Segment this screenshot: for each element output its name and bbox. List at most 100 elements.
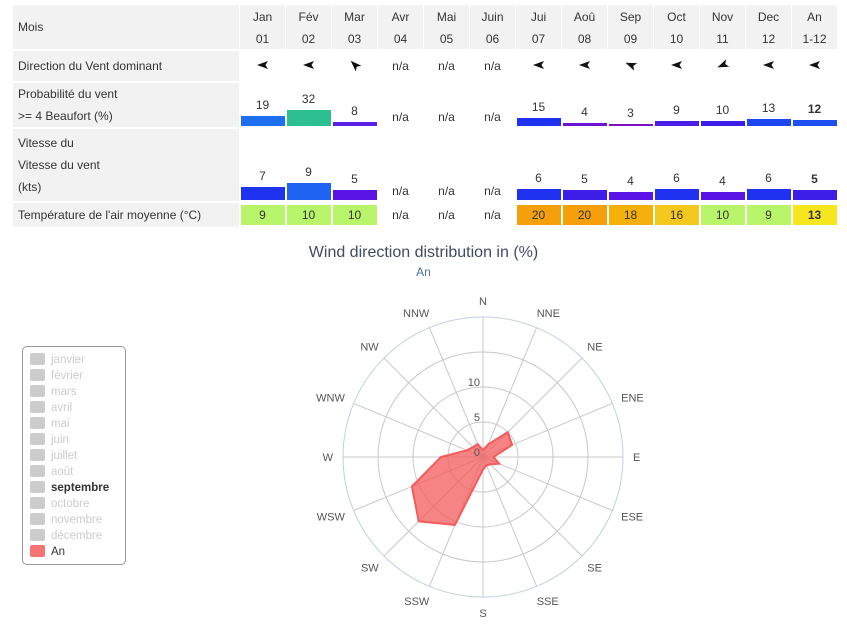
na-value: n/a [484, 208, 501, 222]
month-name: Aoû [562, 5, 608, 29]
prob-bar [654, 121, 699, 126]
direction-label: ESE [621, 512, 643, 524]
legend-label: août [51, 466, 74, 478]
prob-value: 15 [531, 100, 546, 114]
prob-value: 4 [581, 105, 588, 119]
legend-item-septembre[interactable]: septembre [30, 480, 109, 496]
legend-item-avril[interactable]: avril [30, 400, 72, 416]
month-name: Dec [746, 5, 792, 29]
prob-bar [240, 116, 285, 126]
prob-value: 13 [761, 101, 776, 115]
angular-gridline [428, 327, 484, 458]
month-number: 1-12 [792, 29, 838, 49]
legend-item-décembre[interactable]: décembre [30, 528, 102, 544]
legend-label: novembre [51, 514, 103, 526]
legend-item-octobre[interactable]: octobre [30, 496, 89, 512]
prob-bar [792, 120, 837, 126]
na-value: n/a [438, 208, 455, 222]
prob-label: Probabilité du vent >= 4 Beaufort (%) [13, 83, 240, 127]
month-number: 07 [516, 29, 562, 49]
speed-bar [792, 190, 837, 200]
month-number: 09 [608, 29, 654, 49]
direction-label: SSE [537, 596, 559, 608]
prob-value: 19 [255, 98, 270, 112]
speed-value: 4 [627, 174, 634, 188]
legend-label: mai [51, 418, 70, 430]
speed-bar [700, 192, 745, 200]
direction-label: NNE [537, 308, 560, 320]
speed-label: Vitesse du Vitesse du vent (kts) [13, 129, 240, 201]
legend-swatch [30, 480, 45, 493]
prob-value: 12 [807, 102, 822, 116]
wind-arrow-sw-icon [762, 58, 776, 74]
na-value: n/a [484, 59, 501, 73]
month-name: Sep [608, 5, 654, 29]
direction-label: ENE [621, 392, 644, 404]
prob-value: 10 [715, 103, 730, 117]
speed-bar [286, 183, 331, 200]
wind-arrow-sw-icon [578, 58, 592, 74]
month-name: Mai [424, 5, 470, 29]
month-number: 11 [700, 29, 746, 49]
legend-item-novembre[interactable]: novembre [30, 512, 102, 528]
legend-item-juin[interactable]: juin [30, 432, 69, 448]
legend-label: septembre [51, 482, 110, 494]
speed-value: 6 [765, 171, 772, 185]
wind-arrow-sw-icon [532, 58, 546, 74]
legend-item-juillet[interactable]: juillet [30, 448, 77, 464]
prob-bar [332, 122, 377, 126]
prob-value: 32 [301, 92, 316, 106]
radial-tick-label: 10 [468, 377, 480, 389]
legend-swatch [30, 544, 45, 557]
prob-value: 8 [351, 104, 358, 118]
speed-value: 6 [535, 171, 542, 185]
speed-value: 4 [719, 174, 726, 188]
wind-arrow-sw-icon [302, 58, 316, 74]
legend-item-janvier[interactable]: janvier [30, 352, 85, 368]
na-value: n/a [438, 110, 455, 124]
radial-tick-label: 0 [474, 447, 480, 459]
legend-item-août[interactable]: août [30, 464, 73, 480]
direction-label: NNW [403, 308, 430, 320]
speed-bar [608, 192, 653, 200]
month-name: Jan [240, 5, 286, 29]
na-value: n/a [392, 110, 409, 124]
direction-label: WNW [316, 392, 345, 404]
legend-label: décembre [51, 530, 103, 542]
prob-bar [562, 123, 607, 126]
angular-gridline [482, 456, 583, 557]
legend-swatch [30, 400, 45, 413]
na-value: n/a [392, 184, 409, 198]
speed-value: 5 [351, 172, 358, 186]
angular-gridline [482, 456, 613, 512]
speed-bar [562, 190, 607, 200]
temperature-value: 10 [286, 205, 331, 225]
legend-swatch [30, 448, 45, 461]
legend-item-février[interactable]: février [30, 368, 83, 384]
prob-bar [746, 119, 791, 126]
wind-arrow-sw-icon [670, 58, 684, 74]
legend-item-mars[interactable]: mars [30, 384, 77, 400]
direction-label: SE [587, 562, 602, 574]
legend-label: mars [51, 386, 77, 398]
series-area-An [410, 430, 514, 526]
na-value: n/a [392, 208, 409, 222]
month-name: Avr [378, 5, 424, 29]
speed-bar [746, 189, 791, 200]
legend-label: avril [51, 402, 73, 414]
legend-label: janvier [51, 354, 85, 366]
legend-swatch [30, 464, 45, 477]
na-value: n/a [438, 59, 455, 73]
legend-item-An[interactable]: An [30, 544, 65, 560]
temperature-value: 10 [700, 205, 745, 225]
legend-item-mai[interactable]: mai [30, 416, 70, 432]
wind-arrow-ssw-icon [716, 58, 730, 74]
speed-value: 7 [259, 169, 266, 183]
direction-label: Direction du Vent dominant [13, 51, 240, 81]
month-name: An [792, 5, 838, 29]
direction-label: N [479, 296, 487, 308]
month-name: Oct [654, 5, 700, 29]
legend-label: février [51, 370, 83, 382]
wind-arrow-sw-icon [256, 58, 270, 74]
